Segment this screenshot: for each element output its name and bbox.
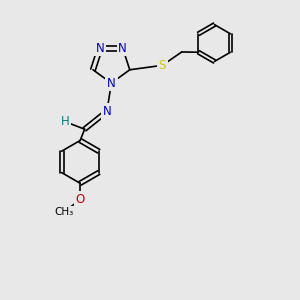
- Text: N: N: [96, 42, 104, 55]
- Text: N: N: [103, 105, 111, 118]
- Text: O: O: [76, 193, 85, 206]
- Text: S: S: [159, 59, 166, 72]
- Text: H: H: [61, 115, 70, 128]
- Text: CH₃: CH₃: [54, 207, 74, 217]
- Text: N: N: [118, 42, 127, 55]
- Text: N: N: [107, 76, 116, 90]
